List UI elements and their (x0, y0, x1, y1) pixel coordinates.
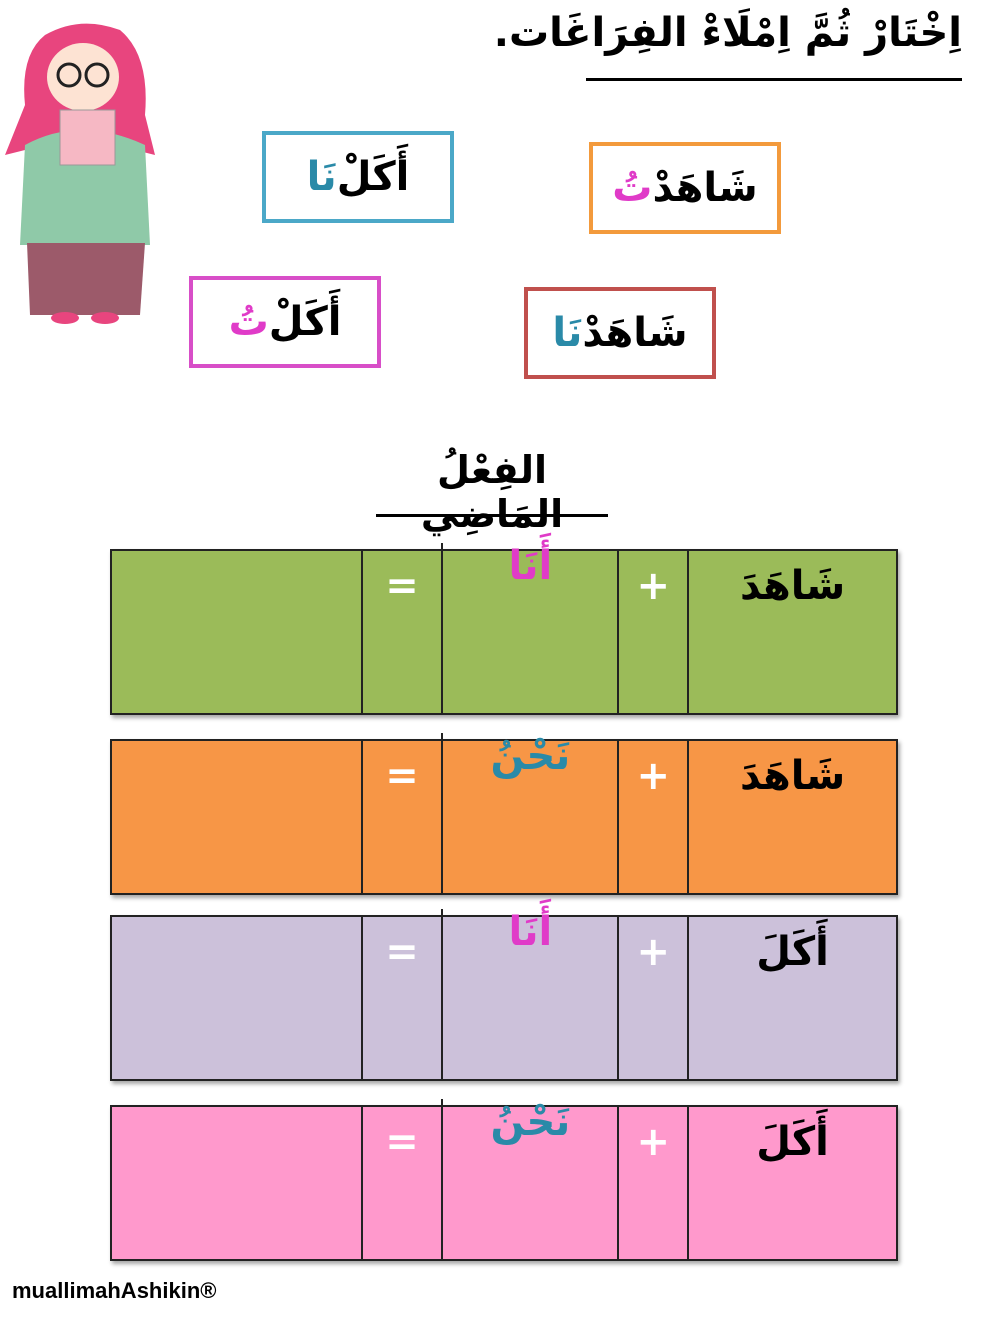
section-heading: الفِعْلُ المَاضِي (420, 448, 564, 536)
equals-sign: = (360, 741, 442, 893)
word-base: شَاهَدْ (652, 165, 758, 211)
instruction-title: اِخْتَارْ ثُمَّ اِمْلَاءْ الفِرَاغَات. (493, 10, 962, 56)
answer-input[interactable] (112, 741, 361, 895)
verb: أَكَلَ (687, 917, 896, 1079)
verb: شَاهَدَ (687, 551, 896, 713)
plus-sign: + (617, 741, 687, 893)
pronoun: أَنَا (441, 543, 617, 713)
word-suffix: نَا (552, 310, 583, 356)
answer-cell (112, 551, 361, 715)
word-base: أَكَلْ (268, 299, 342, 345)
answer-input[interactable] (112, 1107, 361, 1261)
equals-sign: = (360, 551, 442, 713)
equation-row: = نَحْنُ + شَاهَدَ (110, 733, 898, 895)
word-suffix: تُ (228, 299, 269, 345)
plus-sign: + (617, 917, 687, 1079)
answer-input[interactable] (112, 917, 361, 1081)
pronoun: أَنَا (441, 909, 617, 1079)
equation-row: = أَنَا + شَاهَدَ (110, 543, 898, 715)
girl-illustration (5, 15, 155, 325)
answer-cell (112, 1107, 361, 1261)
equation-row: = أَنَا + أَكَلَ (110, 909, 898, 1081)
word-card-shahadtu[interactable]: شَاهَدْ تُ (589, 142, 781, 234)
footer-credit: muallimahAshikin® (12, 1278, 217, 1303)
verb: أَكَلَ (687, 1107, 896, 1259)
word-base: شَاهَدْ (582, 310, 688, 356)
pronoun: نَحْنُ (441, 1099, 617, 1259)
word-card-shahadna[interactable]: شَاهَدْ نَا (524, 287, 716, 379)
plus-sign: + (617, 1107, 687, 1259)
answer-input[interactable] (112, 551, 361, 715)
word-card-akaltu[interactable]: أَكَلْ تُ (189, 276, 381, 368)
answer-cell (112, 741, 361, 895)
word-base: أَكَلْ (336, 154, 410, 200)
pronoun: نَحْنُ (441, 733, 617, 893)
word-suffix: نَا (306, 154, 337, 200)
plus-sign: + (617, 551, 687, 713)
answer-cell (112, 917, 361, 1081)
word-suffix: تُ (612, 165, 653, 211)
word-card-akalna[interactable]: أَكَلْ نَا (262, 131, 454, 223)
equals-sign: = (360, 1107, 442, 1259)
title-underline (586, 78, 962, 81)
equals-sign: = (360, 917, 442, 1079)
verb: شَاهَدَ (687, 741, 896, 893)
equation-row: = نَحْنُ + أَكَلَ (110, 1099, 898, 1261)
heading-underline (376, 514, 608, 517)
